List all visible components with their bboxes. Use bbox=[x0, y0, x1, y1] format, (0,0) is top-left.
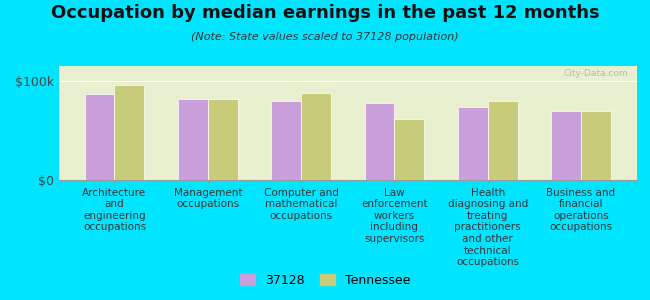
Bar bbox=[365, 103, 395, 180]
Text: Computer and
mathematical
occupations: Computer and mathematical occupations bbox=[264, 188, 339, 221]
Text: Architecture
and
engineering
occupations: Architecture and engineering occupations bbox=[83, 188, 146, 232]
Bar bbox=[301, 93, 331, 180]
Bar bbox=[208, 99, 238, 180]
Bar bbox=[395, 118, 424, 180]
Legend: 37128, Tennessee: 37128, Tennessee bbox=[236, 270, 414, 291]
Text: Law
enforcement
workers
including
supervisors: Law enforcement workers including superv… bbox=[361, 188, 428, 244]
Bar bbox=[271, 101, 301, 180]
Bar bbox=[458, 106, 488, 180]
Bar bbox=[551, 111, 581, 180]
Bar bbox=[488, 101, 517, 180]
Text: Business and
financial
operations
occupations: Business and financial operations occupa… bbox=[547, 188, 616, 232]
Bar bbox=[178, 99, 208, 180]
Bar bbox=[581, 111, 611, 180]
Text: (Note: State values scaled to 37128 population): (Note: State values scaled to 37128 popu… bbox=[191, 32, 459, 41]
Text: Management
occupations: Management occupations bbox=[174, 188, 242, 209]
Text: Occupation by median earnings in the past 12 months: Occupation by median earnings in the pas… bbox=[51, 4, 599, 22]
Bar bbox=[84, 94, 114, 180]
Text: Health
diagnosing and
treating
practitioners
and other
technical
occupations: Health diagnosing and treating practitio… bbox=[448, 188, 528, 267]
Text: City-Data.com: City-Data.com bbox=[564, 69, 629, 78]
Bar bbox=[114, 85, 144, 180]
